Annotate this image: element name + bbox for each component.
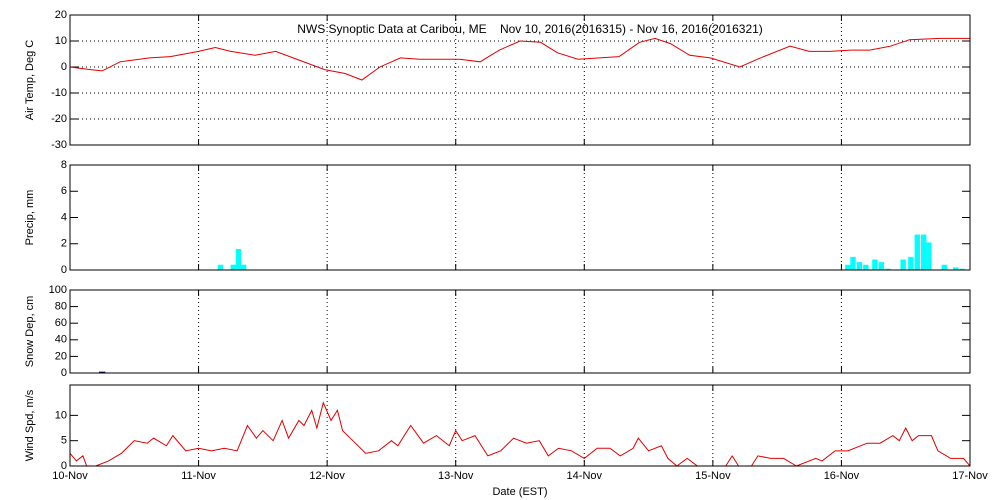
bar [953, 267, 959, 270]
y-tick-label: 0 [61, 460, 67, 472]
bar [908, 256, 914, 270]
plot-frame [69, 289, 971, 374]
y-tick-label: 0 [61, 61, 67, 73]
line [69, 37, 970, 81]
y-axis-label: Air Temp, Deg C [24, 40, 36, 121]
y-tick-label: 5 [61, 435, 67, 447]
y-tick-label: 20 [55, 350, 67, 362]
chart-title: NWS Synoptic Data at Caribou, ME Nov 10,… [297, 22, 763, 36]
x-axis-label: Date (EST) [492, 486, 547, 498]
bar [235, 249, 242, 270]
y-tick-label: -20 [51, 113, 67, 125]
bar [240, 264, 247, 270]
y-axis-label: Wind Spd, m/s [24, 389, 36, 461]
bar [856, 262, 863, 270]
bar [914, 234, 920, 270]
y-tick-label: 100 [49, 284, 67, 296]
y-tick-label: 6 [61, 185, 67, 197]
plot-frame [69, 384, 971, 467]
x-tick-label: 15-Nov [695, 470, 731, 482]
x-tick-label: 12-Nov [309, 470, 345, 482]
y-tick-label: 10 [55, 35, 67, 47]
y-tick-label: -30 [51, 139, 67, 151]
y-tick-label: 10 [55, 409, 67, 421]
bar [926, 242, 932, 270]
bar [885, 268, 891, 270]
y-tick-label: 4 [61, 211, 67, 223]
bar [845, 264, 851, 270]
y-tick-label: 8 [61, 159, 67, 171]
line [69, 401, 971, 467]
x-tick-label: 13-Nov [438, 470, 474, 482]
y-tick-label: 80 [55, 301, 67, 313]
y-tick-label: 20 [55, 9, 67, 21]
y-tick-label: -10 [51, 87, 67, 99]
x-tick-label: 14-Nov [567, 470, 603, 482]
bar [872, 259, 878, 270]
y-axis-label: Snow Dep, cm [24, 296, 36, 368]
bar [959, 268, 965, 270]
y-tick-label: 40 [55, 334, 67, 346]
bar [878, 262, 884, 270]
plot-frame [69, 164, 971, 271]
bar [941, 264, 947, 270]
bar [850, 256, 856, 270]
bar [217, 264, 224, 270]
y-tick-label: 0 [61, 264, 67, 276]
x-tick-label: 10-Nov [52, 470, 88, 482]
bar [863, 264, 869, 270]
x-tick-label: 17-Nov [952, 470, 988, 482]
y-tick-label: 60 [55, 317, 67, 329]
plot-frame [69, 14, 971, 146]
x-tick-label: 11-Nov [181, 470, 216, 482]
y-axis-label: Precip, mm [24, 190, 36, 246]
x-tick-label: 16-Nov [824, 470, 860, 482]
y-tick-label: 2 [61, 238, 67, 250]
bar [900, 259, 906, 270]
y-tick-label: 0 [61, 367, 67, 379]
bar [921, 234, 927, 270]
bar [230, 264, 236, 270]
